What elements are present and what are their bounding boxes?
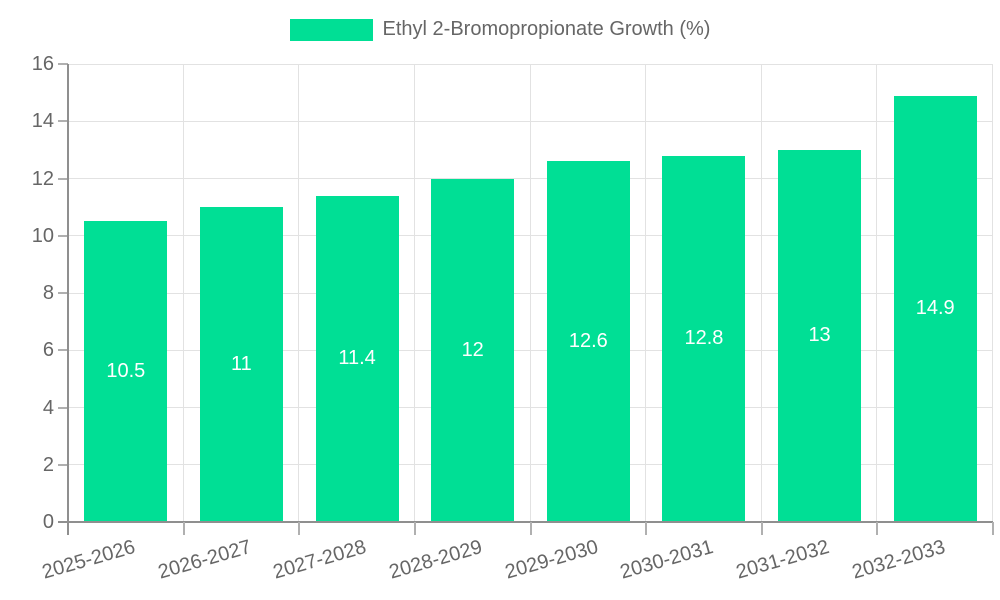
gridline-x [645,64,647,522]
y-tick [58,406,68,409]
gridline-y [68,235,993,237]
legend-swatch [289,18,373,41]
legend[interactable]: Ethyl 2-Bromopropionate Growth (%) [0,18,1000,41]
x-axis-tick-label: 2026-2027 [155,536,254,584]
bar[interactable]: 11.4 [315,195,399,522]
gridline-y [68,292,993,294]
bar-value-label: 12.8 [684,327,724,350]
gridline-y [68,349,993,351]
x-tick [992,522,994,535]
y-axis-line [67,64,69,535]
gridline-x [182,64,184,522]
y-axis-tick-label: 16 [31,53,54,75]
gridline-y [68,63,993,65]
gridline-x [992,64,993,522]
x-axis: 2025-2026 2026-2027 2027-2028 2028-2029 2029… [40,522,994,600]
x-tick [182,522,185,535]
x-axis-tick-label: 2031-2032 [733,536,832,584]
x-tick [760,522,763,535]
y-tick [58,234,68,237]
y-tick [58,63,68,65]
x-axis-line [58,521,993,523]
gridline-y [68,407,993,408]
y-axis-tick-label: 6 [42,339,54,362]
bar[interactable]: 10.5 [84,221,168,522]
gridline-y [68,120,993,122]
y-axis-tick-label: 14 [31,110,54,133]
y-axis-tick-label: 12 [31,167,54,190]
x-tick [876,522,879,535]
y-tick [58,120,68,123]
y-axis: 0 2 4 6 8 10 12 14 16 [0,53,68,533]
x-tick [645,522,648,535]
bar-value-label: 14.9 [915,297,955,320]
bar-value-label: 13 [808,324,831,347]
x-tick [413,522,416,535]
bar[interactable]: 14.9 [893,95,977,522]
bar-value-label: 11.4 [338,347,376,370]
y-tick [58,349,68,352]
gridline-x [760,64,762,522]
y-axis-tick-label: 10 [31,224,54,247]
x-axis-tick-label: 2027-2028 [271,536,370,584]
x-axis-tick-label: 2030-2031 [617,536,717,584]
x-axis-tick-label: 2028-2029 [386,536,485,584]
y-tick [58,292,68,294]
bar-value-label: 12.6 [568,330,608,353]
bar-value-label: 12 [461,338,484,361]
grid-layer [68,63,993,522]
gridline-x [876,64,878,522]
gridline-y [68,178,993,179]
y-axis-tick-label: 0 [42,511,54,533]
bar[interactable]: 11 [199,207,283,522]
bar-value-label: 10.5 [106,360,146,383]
y-axis-tick-label: 2 [42,453,54,476]
bar[interactable]: 13 [778,149,862,522]
bar-value-label: 11 [231,353,252,376]
y-tick [58,177,68,180]
bar[interactable]: 12.8 [662,155,746,522]
gridline-x [298,64,300,522]
gridline-y [68,464,993,466]
bar[interactable]: 12.6 [546,161,630,522]
x-tick [298,522,301,535]
y-axis-tick-label: 4 [42,396,54,419]
bar[interactable]: 12 [431,178,515,522]
x-axis-tick-label: 2029-2030 [502,536,601,584]
y-axis-tick-label: 8 [42,282,54,304]
bars-layer: 10.5 11 11.4 12 12.6 12.8 13 14.9 [68,64,993,522]
gridline-x [413,64,415,522]
x-axis-tick-label: 2025-2026 [39,536,138,584]
x-tick [529,522,532,535]
x-axis-tick-label: 2032-2033 [849,536,948,584]
legend-label: Ethyl 2-Bromopropionate Growth (%) [382,18,711,40]
gridline-x [529,64,531,522]
plot-area: 10.5 11 11.4 12 12.6 12.8 13 14.9 [68,63,993,522]
y-tick [58,463,68,466]
